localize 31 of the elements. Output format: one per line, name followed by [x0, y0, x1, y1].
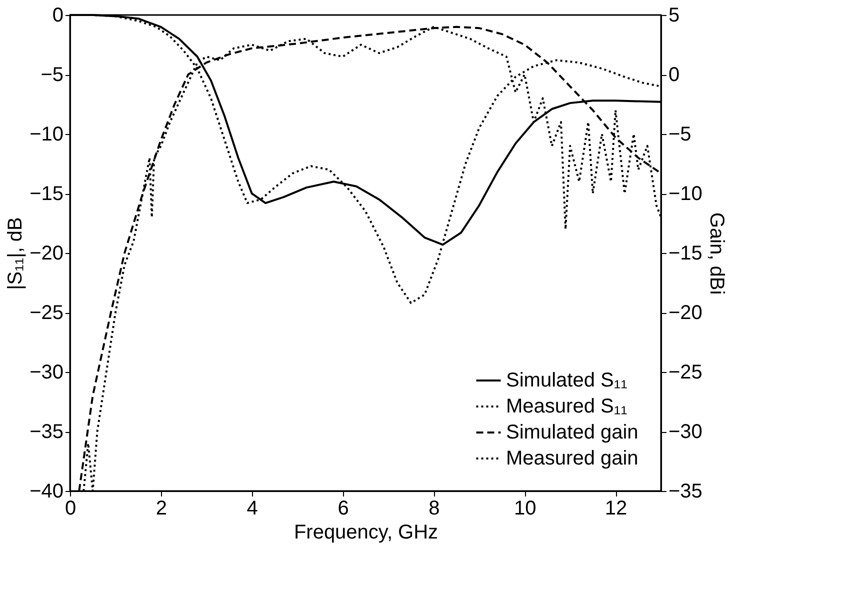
- y2-tick-label: −25: [668, 362, 702, 384]
- y-tick-label: −35: [30, 421, 64, 443]
- legend-label: Measured gain: [506, 448, 638, 470]
- legend-label: Simulated gain: [506, 422, 638, 444]
- y-tick-label: −25: [30, 302, 64, 324]
- y-tick-label: −20: [30, 242, 64, 264]
- x-axis-title: Frequency, GHz: [294, 522, 438, 544]
- y2-tick-label: 0: [668, 64, 680, 86]
- y2-axis-title: Gain, dBi: [705, 212, 728, 295]
- y-tick-label: −40: [30, 480, 64, 502]
- x-tick-label: 2: [156, 498, 167, 520]
- legend-label: Measured S₁₁: [506, 396, 628, 418]
- y2-tick-label: 5: [668, 4, 680, 26]
- y2-tick-label: −20: [668, 302, 702, 324]
- y2-tick-label: −5: [668, 124, 692, 146]
- y-tick-label: −10: [30, 124, 64, 146]
- x-tick-label: 4: [246, 498, 258, 520]
- y-tick-label: 0: [52, 4, 64, 26]
- y2-tick-label: −30: [668, 421, 702, 443]
- y-tick-label: −5: [40, 64, 64, 86]
- x-tick-label: 8: [428, 498, 440, 520]
- x-tick-label: 12: [604, 498, 628, 520]
- y-axis-title: |S₁₁|, dB: [4, 217, 27, 290]
- x-tick-label: 10: [514, 498, 536, 520]
- y2-tick-label: −10: [668, 183, 702, 205]
- y-tick-label: −30: [30, 362, 64, 384]
- x-tick-label: 6: [338, 498, 349, 520]
- y2-tick-label: −35: [668, 480, 702, 502]
- y2-tick-label: −15: [668, 242, 702, 264]
- y-tick-label: −15: [30, 183, 64, 205]
- legend-label: Simulated S₁₁: [506, 370, 628, 392]
